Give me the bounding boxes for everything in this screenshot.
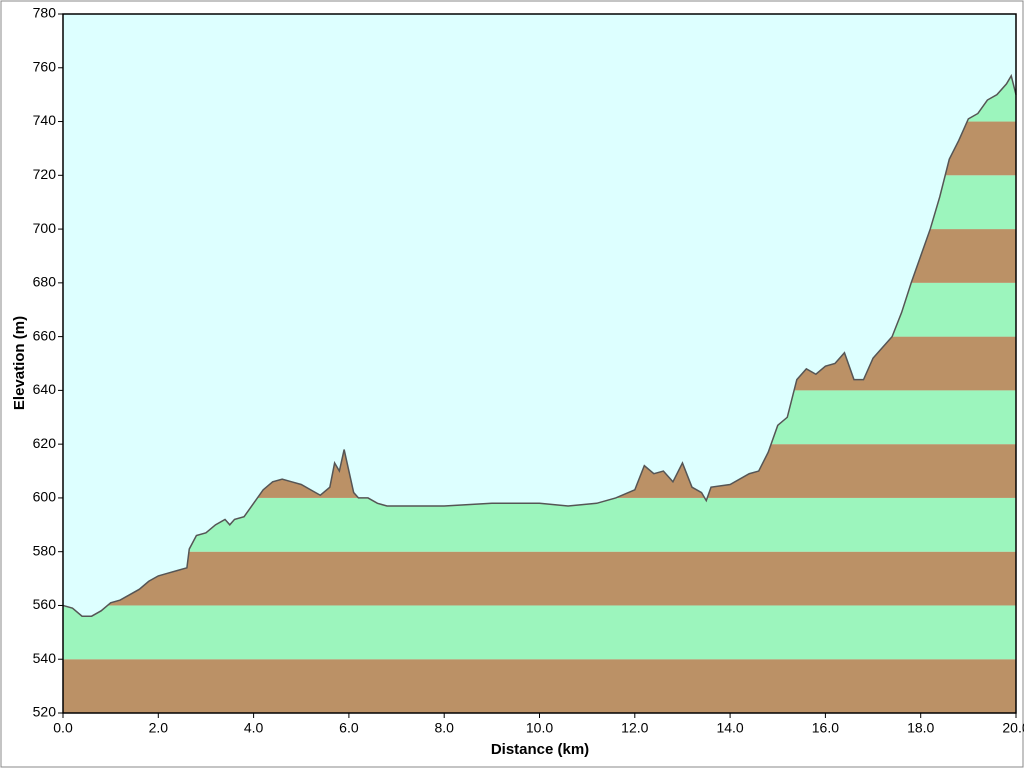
- x-tick-label: 16.0: [812, 720, 839, 736]
- y-tick-label: 560: [33, 596, 57, 612]
- x-tick-label: 10.0: [526, 720, 553, 736]
- y-tick-label: 640: [33, 381, 57, 397]
- elevation-band: [63, 659, 1016, 713]
- x-tick-label: 20.0: [1002, 720, 1024, 736]
- elevation-band: [63, 605, 1016, 660]
- x-tick-label: 0.0: [53, 720, 73, 736]
- y-tick-label: 660: [33, 327, 57, 343]
- x-tick-label: 18.0: [907, 720, 934, 736]
- x-tick-label: 2.0: [149, 720, 169, 736]
- y-tick-label: 780: [33, 5, 57, 21]
- x-tick-label: 4.0: [244, 720, 264, 736]
- y-tick-label: 720: [33, 166, 57, 182]
- x-tick-label: 14.0: [716, 720, 743, 736]
- x-tick-label: 12.0: [621, 720, 648, 736]
- y-tick-label: 740: [33, 112, 57, 128]
- x-tick-label: 8.0: [434, 720, 454, 736]
- x-axis-label: Distance (km): [491, 741, 589, 758]
- y-tick-label: 520: [33, 704, 57, 720]
- y-tick-label: 760: [33, 58, 57, 74]
- profile-line: [62, 73, 1017, 617]
- y-tick-label: 540: [33, 650, 57, 666]
- y-tick-label: 680: [33, 274, 57, 290]
- y-tick-label: 580: [33, 542, 57, 558]
- y-tick-label: 600: [33, 489, 57, 505]
- x-tick-label: 6.0: [339, 720, 359, 736]
- y-tick-label: 700: [33, 220, 57, 236]
- elevation-band: [63, 551, 1016, 606]
- y-tick-label: 620: [33, 435, 57, 451]
- y-axis-label: Elevation (m): [11, 316, 28, 410]
